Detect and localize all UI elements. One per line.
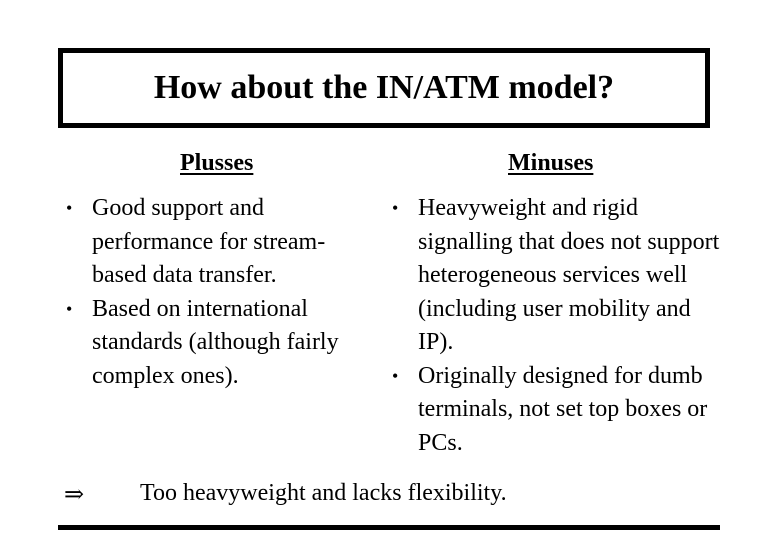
minuses-item-text: Heavyweight and rigid signalling that do… [418, 195, 720, 355]
bottom-divider [58, 525, 720, 530]
bullet-icon: • [66, 298, 73, 319]
plusses-heading: Plusses [180, 150, 254, 176]
plusses-item-text: Based on international standards (althou… [92, 295, 339, 389]
plusses-list: • Good support and performance for strea… [66, 192, 366, 393]
minuses-item: • Originally designed for dumb terminals… [392, 360, 722, 461]
bullet-icon: • [66, 198, 73, 218]
plusses-item-text: Good support and performance for stream-… [92, 195, 326, 288]
slide-title: How about the IN/ATM model? [153, 69, 615, 106]
plusses-item: • Good support and performance for strea… [66, 192, 366, 293]
bullet-icon: • [392, 198, 399, 218]
minuses-heading: Minuses [508, 150, 594, 176]
minuses-item: • Heavyweight and rigid signalling that … [392, 192, 722, 360]
implies-arrow-icon: ⇒ [64, 482, 85, 508]
slide-title-box: How about the IN/ATM model? [58, 48, 710, 128]
plusses-item: • Based on international standards (alth… [66, 293, 366, 394]
bullet-icon: • [392, 365, 399, 386]
minuses-list: • Heavyweight and rigid signalling that … [392, 192, 722, 460]
minuses-item-text: Originally designed for dumb terminals, … [418, 362, 708, 456]
conclusion-text: Too heavyweight and lacks flexibility. [140, 480, 507, 506]
